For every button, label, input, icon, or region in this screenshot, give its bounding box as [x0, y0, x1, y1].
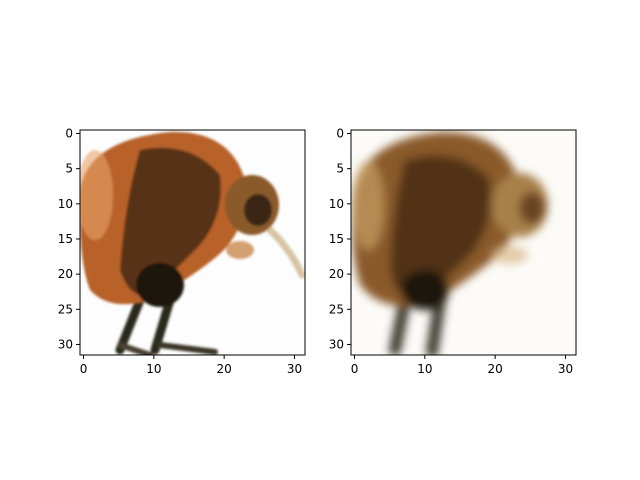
left-y-tick-label: 25 — [58, 302, 73, 316]
right-x-tick-label: 10 — [417, 362, 432, 376]
right-y-tick-label: 30 — [329, 337, 344, 351]
left-y-tick-label: 0 — [65, 127, 73, 141]
left-kiwi-leg-front — [150, 295, 175, 355]
left-y-tick-label: 5 — [65, 162, 73, 176]
left-kiwi-belly-shadow — [136, 263, 184, 307]
left-kiwi-neck-light — [226, 241, 254, 259]
left-kiwi-leg-back — [115, 295, 145, 355]
right-y-tick-label: 0 — [336, 127, 344, 141]
left-y-tick-label: 20 — [58, 267, 73, 281]
right-kiwi-neck-light — [492, 246, 528, 264]
left-kiwi-foot-back — [117, 342, 153, 355]
left-y-tick-label: 15 — [58, 232, 73, 246]
left-x-tick-label: 30 — [287, 362, 302, 376]
right-kiwi-body-highlight — [352, 160, 384, 250]
left-image-panel: 0 10 20 30 0 5 10 15 20 25 30 — [58, 127, 306, 376]
right-x-tick-label: 20 — [488, 362, 503, 376]
right-kiwi-leg-back — [389, 294, 411, 355]
left-axes-frame — [79, 129, 306, 356]
right-kiwi-head-dark — [519, 192, 545, 224]
right-y-tick-label: 15 — [329, 232, 344, 246]
left-kiwi-foot-front — [157, 342, 218, 355]
right-kiwi-belly-shadow — [401, 270, 449, 310]
left-kiwi-body-dark — [120, 147, 221, 296]
left-kiwi-beak — [264, 224, 305, 279]
left-y-ticks: 0 5 10 15 20 25 30 — [58, 127, 80, 351]
right-image-panel: 0 10 20 30 0 5 10 15 20 25 30 — [329, 127, 577, 376]
left-x-tick-label: 20 — [217, 362, 232, 376]
right-y-tick-label: 25 — [329, 302, 344, 316]
left-kiwi-head-dark — [244, 194, 272, 226]
right-kiwi-leg-front — [426, 294, 446, 355]
right-x-tick-label: 30 — [558, 362, 573, 376]
right-kiwi-body-dark — [390, 155, 491, 300]
left-x-ticks: 0 10 20 30 — [80, 355, 302, 376]
right-y-tick-label: 20 — [329, 267, 344, 281]
right-y-tick-label: 5 — [336, 162, 344, 176]
left-kiwi-body-highlight — [80, 150, 113, 240]
right-x-tick-label: 0 — [351, 362, 359, 376]
left-kiwi-image — [80, 131, 305, 355]
left-y-tick-label: 30 — [58, 337, 73, 351]
right-axes-frame — [350, 129, 577, 356]
right-y-ticks: 0 5 10 15 20 25 30 — [329, 127, 351, 351]
left-y-tick-label: 10 — [58, 197, 73, 211]
left-x-tick-label: 10 — [146, 362, 161, 376]
right-kiwi-image — [351, 131, 548, 355]
right-y-tick-label: 10 — [329, 197, 344, 211]
right-x-ticks: 0 10 20 30 — [351, 355, 573, 376]
left-x-tick-label: 0 — [80, 362, 88, 376]
